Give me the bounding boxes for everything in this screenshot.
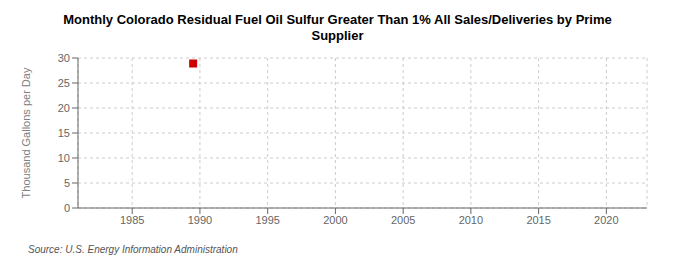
svg-text:5: 5 <box>64 177 70 189</box>
svg-text:0: 0 <box>64 202 70 214</box>
html-text:Monthly Colorado Residual Fuel: Monthly Colorado Residual Fuel Oil Sulfu… <box>63 12 612 43</box>
svg-text:1995: 1995 <box>255 214 279 226</box>
svg-text:Thousand Gallons per Day: Thousand Gallons per Day <box>20 67 32 198</box>
svg-text:25: 25 <box>58 77 70 89</box>
svg-text:2020: 2020 <box>594 214 618 226</box>
svg-text:2015: 2015 <box>526 214 550 226</box>
svg-text:2010: 2010 <box>459 214 483 226</box>
svg-text:10: 10 <box>58 152 70 164</box>
svg-text:15: 15 <box>58 127 70 139</box>
svg-text:1985: 1985 <box>120 214 144 226</box>
svg-text:2000: 2000 <box>323 214 347 226</box>
svg-text:20: 20 <box>58 102 70 114</box>
svg-text:1990: 1990 <box>188 214 212 226</box>
svg-text:2005: 2005 <box>391 214 415 226</box>
html-text:Source: U.S. Energy Informatio: Source: U.S. Energy Information Administ… <box>28 244 238 255</box>
svg-text:30: 30 <box>58 52 70 64</box>
